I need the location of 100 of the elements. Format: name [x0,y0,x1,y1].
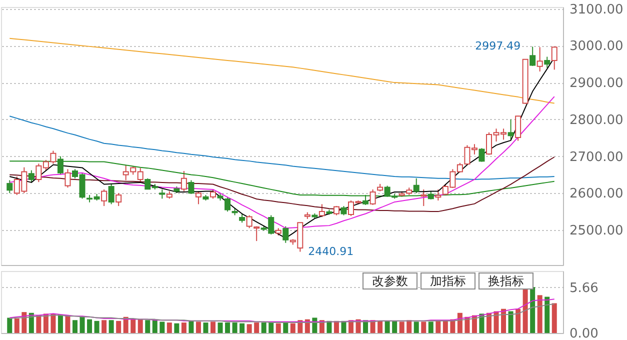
bar [65,315,70,333]
candlestick [239,212,246,224]
candlestick [57,156,64,176]
bar [522,290,528,333]
bar [261,322,266,333]
candlestick [362,194,369,206]
candlestick [180,170,187,192]
y-tick-label: 3000.00 [570,39,624,54]
candlestick [116,192,122,207]
y-tick-label: 5.66 [570,280,598,296]
bar [174,323,180,333]
bar [552,303,557,333]
bar [72,320,78,333]
candlestick [420,188,427,207]
bar [436,320,441,333]
candlestick [508,118,514,140]
candlestick [188,180,194,194]
candlestick [108,183,114,205]
bar [188,320,194,333]
bar [494,311,499,333]
bar [203,322,208,333]
bar [276,323,281,333]
bar [283,322,288,333]
bar [516,308,521,333]
bar [486,312,492,333]
y-tick-label: 2500.00 [570,223,624,238]
bar [108,320,114,333]
bar [225,322,230,333]
y-tick-label: 2900.00 [570,76,624,92]
bar [334,320,339,333]
line-series [9,304,555,324]
bar [102,320,107,333]
candlestick [101,188,108,207]
bar [392,320,398,333]
bar [145,320,150,333]
y-tick-label: 0.00 [570,326,598,340]
line-series [9,156,555,212]
bar [94,320,100,333]
candlestick [224,196,231,212]
line-series [9,38,555,104]
candlestick [478,148,485,162]
bar [428,322,434,333]
bar [196,322,201,333]
annotation: 换指标 [488,274,524,288]
candlestick [318,204,325,218]
candlestick [435,188,442,201]
bar [290,323,296,333]
bar [399,322,404,333]
annotation: 改参数 [372,274,408,288]
annotation: 加指标 [430,274,466,288]
y-tick-label: 3100.00 [570,2,624,18]
bar [246,324,252,333]
candlestick [413,178,420,194]
candlestick [515,115,522,142]
annotation: 2440.91 [308,244,354,258]
bar [22,312,27,333]
bar [341,320,346,333]
bar [181,322,186,333]
candlestick [28,170,34,183]
candlestick [544,56,550,68]
bar [378,320,383,333]
bar [240,323,245,333]
bar [14,318,20,333]
bar [152,320,158,333]
bar [160,322,165,333]
bar [7,318,12,333]
candlestick [64,168,71,188]
bar [232,322,238,333]
annotation: 2997.49 [475,40,521,53]
bar [254,322,260,333]
bar [406,320,412,333]
candlestick [551,46,558,70]
bar [50,314,56,333]
candlestick [6,180,13,194]
bar [414,322,419,333]
candlestick [282,226,289,244]
bar [80,316,85,333]
candlestick [159,188,166,200]
bar [218,322,223,333]
bar [501,308,506,333]
bar [138,319,143,333]
candlestick [210,188,216,200]
y-tick-label: 2700.00 [570,150,624,165]
bar [421,322,426,333]
bar [130,319,136,333]
bar [36,315,42,333]
bar [442,320,448,333]
bar [210,322,216,333]
candlestick [340,206,347,216]
bar [58,314,63,333]
candlestick [333,206,340,216]
y-tick-label: 2800.00 [570,112,624,128]
bar [87,319,92,333]
candlestick [370,188,376,206]
bar [508,311,514,333]
bar [384,320,390,333]
bar [544,296,550,333]
bar [116,320,122,333]
bar [530,287,536,333]
candlestick [536,46,543,72]
